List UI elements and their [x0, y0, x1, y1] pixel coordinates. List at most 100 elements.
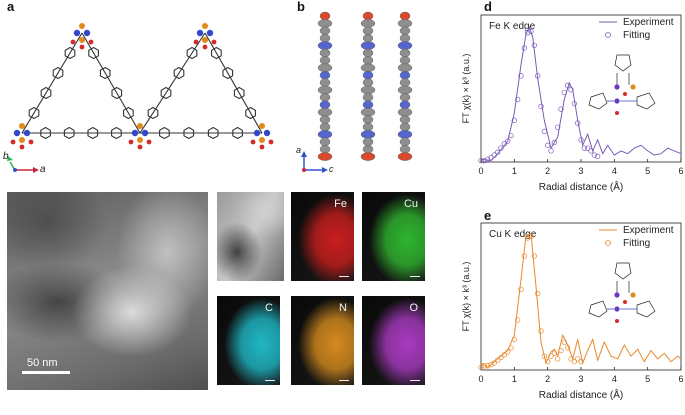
fitting-point	[521, 45, 527, 51]
o-atom	[146, 139, 152, 145]
tem-image-small	[217, 192, 284, 281]
benzene-ring	[160, 86, 172, 100]
panel-label-d: d	[484, 0, 492, 14]
atom-cluster	[360, 63, 376, 72]
fitting-point	[485, 156, 491, 162]
map-scale-bar	[410, 276, 420, 277]
atom-cluster	[362, 115, 374, 124]
fe-atom	[19, 123, 25, 129]
stacking-columns-diagram	[317, 11, 413, 161]
fitting-point	[548, 148, 554, 154]
x-tick-label: 0	[478, 166, 483, 176]
n-atom	[141, 129, 149, 137]
y-axis-label: FT χ(k) × k³ (a.u.)	[461, 262, 471, 332]
fitting-point	[525, 235, 531, 241]
legend-label: Fitting	[623, 238, 650, 249]
cu-k-edge-chart: 0 1 2 3 4 5 6 Radial distance (Å) FT χ(k) × k³ (…	[461, 222, 684, 401]
atom-cluster	[362, 93, 374, 102]
fitting-point	[555, 124, 561, 130]
fitting-point	[488, 361, 494, 368]
eds-map-cu: Cu	[362, 192, 425, 281]
atom-cluster	[317, 130, 333, 139]
panel-label-a: a	[7, 0, 15, 14]
atom-cluster	[399, 34, 411, 43]
fitting-point	[551, 139, 557, 146]
fitting-point	[528, 233, 534, 240]
fitting-point	[511, 336, 517, 343]
atom-cluster	[362, 122, 374, 132]
pyrazole-ring	[614, 262, 632, 280]
atom-cluster	[317, 63, 333, 72]
benzene-ring	[123, 106, 134, 120]
fitting-point	[491, 152, 497, 158]
atom-cluster	[399, 56, 411, 65]
benzene-ring	[87, 126, 99, 140]
fitting-point	[561, 339, 567, 345]
axis-label-c: c	[329, 164, 334, 174]
stack-column	[397, 11, 413, 161]
tem-image-large	[7, 192, 208, 390]
atom-cluster	[397, 19, 413, 28]
inset-structure	[588, 262, 656, 323]
atom-cluster	[362, 70, 374, 80]
eds-map-label: N	[339, 302, 347, 314]
cu-atom	[259, 137, 265, 143]
atom-cluster	[397, 107, 413, 117]
n-atom	[13, 129, 21, 137]
axis-indicator-b	[301, 151, 328, 173]
o-atom	[202, 44, 208, 50]
fe-atom	[202, 23, 208, 29]
x-tick-label: 5	[645, 166, 650, 176]
fitting-point	[571, 100, 577, 107]
map-scale-bar	[339, 276, 349, 277]
map-scale-bar	[410, 380, 420, 381]
x-tick-label: 3	[578, 374, 583, 384]
stack-column	[360, 11, 376, 161]
x-tick-label: 0	[478, 374, 483, 384]
benzene-ring	[40, 126, 51, 140]
fitting-point	[545, 359, 551, 365]
n-atom	[196, 29, 204, 37]
fitting-point	[551, 350, 557, 356]
stack-column	[317, 11, 333, 161]
x-tick-label: 2	[545, 374, 550, 384]
eds-map-c: C	[217, 296, 280, 385]
atom-cluster	[399, 48, 411, 58]
fitting-point	[485, 363, 491, 369]
fitting-point	[565, 82, 571, 89]
fitting-point	[535, 290, 541, 297]
fitting-point	[555, 356, 561, 362]
fitting-point	[565, 345, 571, 351]
linker-bond	[21, 32, 83, 134]
o-atom	[250, 139, 256, 145]
legend-label: Fitting	[623, 30, 650, 41]
x-tick-label: 5	[645, 374, 650, 384]
fitting-point	[508, 132, 514, 139]
atom-cluster	[362, 34, 374, 43]
scale-bar-label: 50 nm	[27, 357, 58, 369]
linker-bond	[81, 32, 141, 134]
cu-atom	[202, 37, 208, 43]
fitting-point	[538, 103, 544, 110]
o-atom	[88, 39, 94, 45]
x-tick-label: 2	[545, 166, 550, 176]
fitting-point	[575, 356, 581, 362]
x-axis-label: Radial distance (Å)	[539, 180, 623, 193]
x-tick-label: 1	[512, 166, 517, 176]
pyrazole-ring	[636, 92, 656, 110]
benzene-ring	[52, 66, 64, 80]
axis-label-a: a	[40, 164, 46, 175]
fitting-point	[561, 89, 567, 96]
fitting-point	[568, 87, 574, 93]
axis-indicator-a	[7, 156, 39, 173]
fitting-point	[508, 345, 514, 351]
fe-atom	[79, 23, 85, 29]
legend-circle-marker	[605, 32, 611, 38]
atom-cluster	[319, 70, 331, 80]
map-scale-bar	[265, 380, 275, 381]
atom-cluster	[397, 85, 413, 95]
linker-bond	[204, 32, 263, 134]
fe-atom	[614, 98, 620, 104]
fitting-point	[528, 28, 534, 34]
atom-cluster	[360, 130, 376, 139]
